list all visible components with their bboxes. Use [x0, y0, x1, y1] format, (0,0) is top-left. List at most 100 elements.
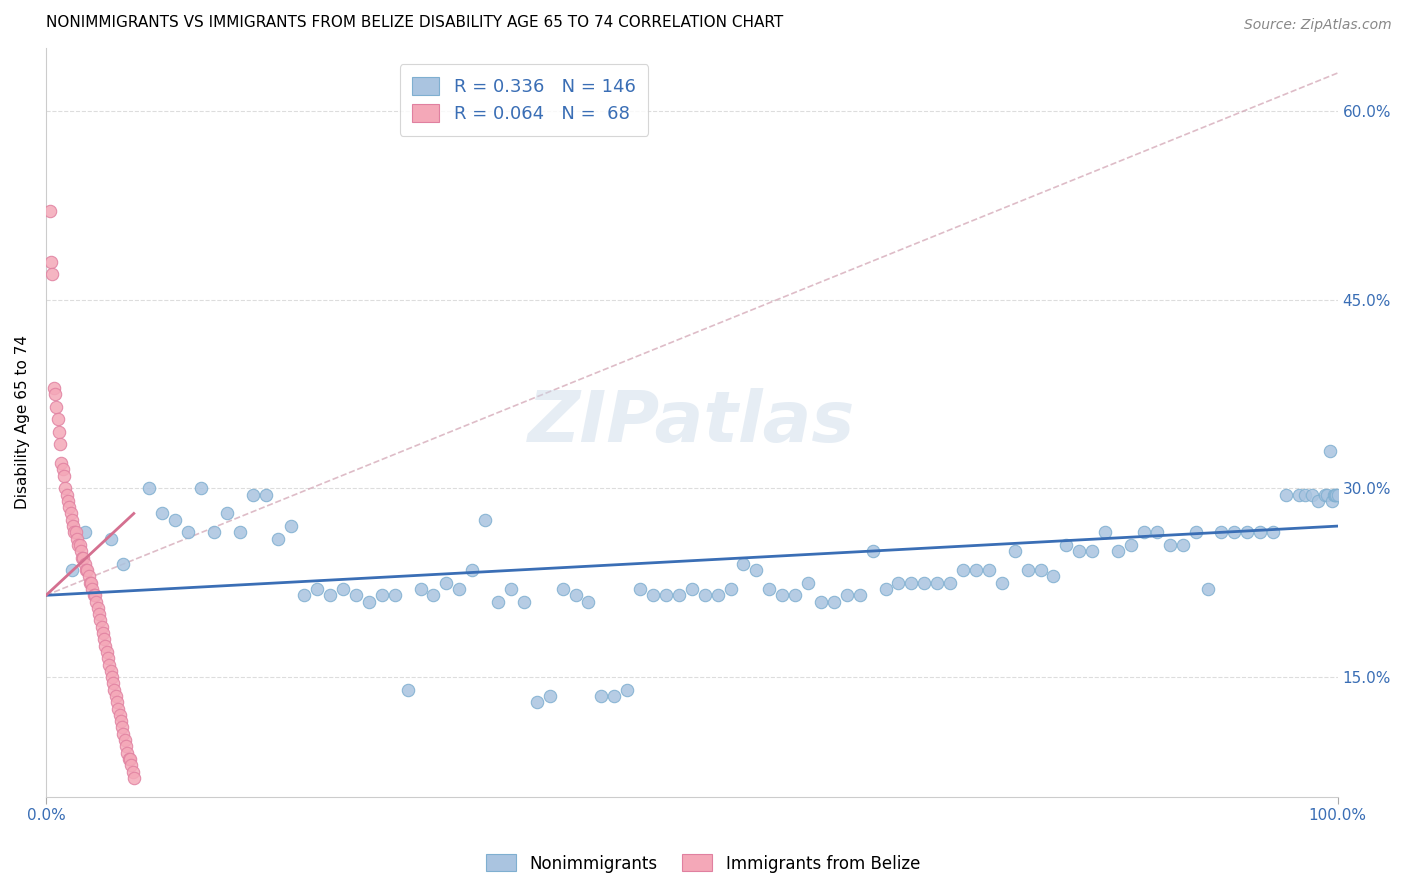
Point: [177, 525, 200, 540]
Point: [384, 588, 406, 602]
Point: [101, 670, 124, 684]
Point: [720, 582, 742, 596]
Point: [1236, 525, 1258, 540]
Point: [1319, 443, 1341, 458]
Point: [215, 507, 238, 521]
Point: [44, 387, 66, 401]
Point: [1042, 569, 1064, 583]
Legend: R = 0.336   N = 146, R = 0.064   N =  68: R = 0.336 N = 146, R = 0.064 N = 68: [399, 64, 648, 136]
Point: [72, 550, 94, 565]
Point: [105, 695, 128, 709]
Point: [977, 563, 1000, 577]
Point: [138, 481, 160, 495]
Point: [120, 758, 142, 772]
Point: [319, 588, 342, 602]
Point: [77, 569, 100, 583]
Point: [93, 632, 115, 647]
Point: [733, 557, 755, 571]
Point: [551, 582, 574, 596]
Point: [121, 764, 143, 779]
Point: [1308, 494, 1330, 508]
Point: [1054, 538, 1077, 552]
Point: [449, 582, 471, 596]
Point: [1159, 538, 1181, 552]
Point: [190, 481, 212, 495]
Point: [1198, 582, 1220, 596]
Point: [39, 254, 62, 268]
Point: [1316, 488, 1339, 502]
Point: [1223, 525, 1246, 540]
Point: [486, 594, 509, 608]
Point: [952, 563, 974, 577]
Point: [785, 588, 807, 602]
Point: [53, 481, 76, 495]
Point: [887, 575, 910, 590]
Point: [1081, 544, 1104, 558]
Point: [797, 575, 820, 590]
Point: [810, 594, 832, 608]
Point: [538, 689, 561, 703]
Point: [73, 525, 96, 540]
Point: [1146, 525, 1168, 540]
Point: [927, 575, 949, 590]
Point: [70, 550, 93, 565]
Point: [409, 582, 432, 596]
Point: [83, 588, 105, 602]
Point: [60, 513, 83, 527]
Point: [110, 714, 132, 728]
Point: [912, 575, 935, 590]
Point: [745, 563, 768, 577]
Point: [56, 494, 79, 508]
Point: [1288, 488, 1310, 502]
Point: [900, 575, 922, 590]
Point: [48, 425, 70, 439]
Point: [84, 588, 107, 602]
Point: [991, 575, 1014, 590]
Point: [65, 525, 87, 540]
Point: [228, 525, 250, 540]
Point: [628, 582, 651, 596]
Point: [108, 707, 131, 722]
Legend: Nonimmigrants, Immigrants from Belize: Nonimmigrants, Immigrants from Belize: [479, 847, 927, 880]
Point: [603, 689, 626, 703]
Point: [80, 575, 103, 590]
Point: [1171, 538, 1194, 552]
Point: [103, 682, 125, 697]
Point: [107, 701, 129, 715]
Point: [69, 538, 91, 552]
Point: [616, 682, 638, 697]
Point: [693, 588, 716, 602]
Point: [100, 664, 122, 678]
Point: [862, 544, 884, 558]
Point: [823, 594, 845, 608]
Point: [75, 563, 97, 577]
Point: [655, 588, 678, 602]
Point: [112, 557, 135, 571]
Point: [51, 456, 73, 470]
Point: [1094, 525, 1116, 540]
Point: [1313, 488, 1336, 502]
Point: [86, 600, 108, 615]
Point: [76, 563, 98, 577]
Point: [267, 532, 290, 546]
Point: [1322, 494, 1344, 508]
Point: [202, 525, 225, 540]
Point: [499, 582, 522, 596]
Point: [591, 689, 613, 703]
Text: Source: ZipAtlas.com: Source: ZipAtlas.com: [1244, 18, 1392, 32]
Point: [67, 538, 90, 552]
Point: [835, 588, 858, 602]
Point: [82, 582, 104, 596]
Point: [357, 594, 380, 608]
Point: [770, 588, 793, 602]
Point: [371, 588, 394, 602]
Point: [1261, 525, 1284, 540]
Text: ZIPatlas: ZIPatlas: [529, 388, 855, 457]
Point: [53, 468, 76, 483]
Point: [98, 657, 121, 672]
Point: [1133, 525, 1156, 540]
Point: [1301, 488, 1323, 502]
Point: [526, 695, 548, 709]
Point: [94, 639, 117, 653]
Point: [939, 575, 962, 590]
